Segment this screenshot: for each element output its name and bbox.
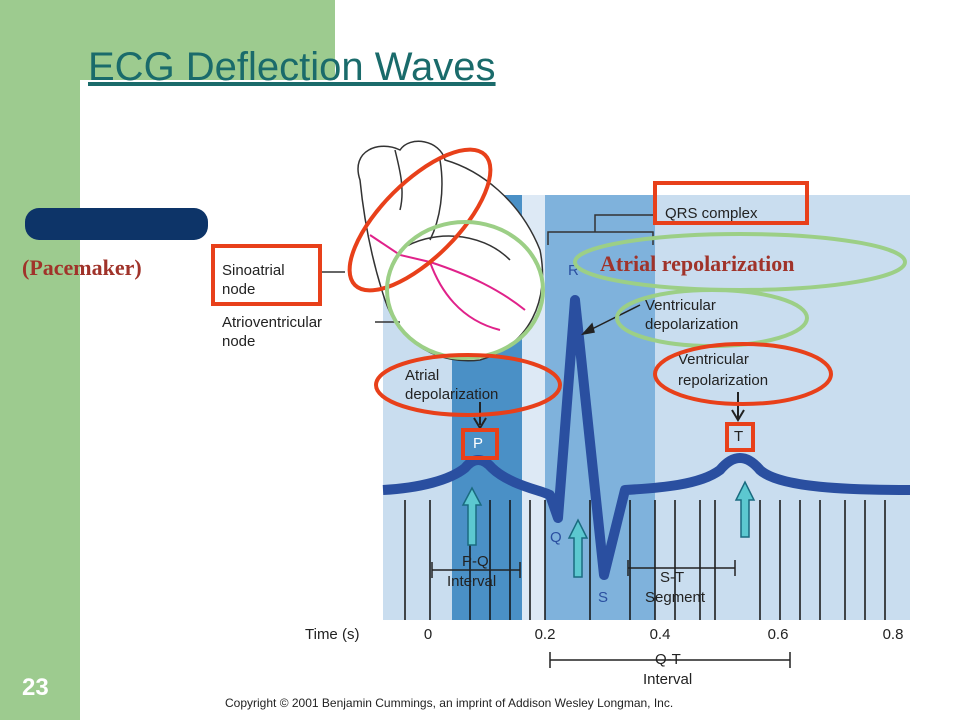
p-label: P [473,435,483,452]
time-tick-label: 0.2 [535,626,556,643]
pq-arrow [431,562,521,578]
qt-label: Q-T [655,651,681,668]
st-label: S-T [660,569,684,586]
time-tick-label: 0.8 [883,626,904,643]
slide-number: 23 [22,674,49,701]
s-label: S [598,589,608,606]
heart [357,140,544,362]
vdep-label: Ventricular [645,297,716,314]
time-axis-label: Time (s) [305,626,359,643]
r-label: R [568,262,579,279]
annotations [211,147,907,460]
time-ticks: 0 0.2 0.4 0.6 0.8 [424,626,904,643]
sa-label: node [222,281,255,298]
cyan-arrow [461,486,483,546]
qrs-box [653,181,809,225]
t-label: T [734,428,743,445]
copyright: Copyright © 2001 Benjamin Cummings, an i… [225,696,673,710]
st-label: Segment [645,589,706,606]
vrep-label: Ventricular [678,351,749,368]
slide-title: ECG Deflection Waves [88,45,496,89]
atrial-repol-label: Atrial repolarization [600,251,795,276]
sa-label: Sinoatrial [222,262,285,279]
side-band [0,0,80,720]
cyan-arrow [734,480,756,538]
q-label: Q [550,529,562,546]
av-label: node [222,333,255,350]
adep-label: depolarization [405,386,498,403]
t-box [725,422,755,452]
st-arrow [627,560,736,576]
vrep-label: repolarization [678,372,768,389]
pacemaker-label: (Pacemaker) [22,255,142,280]
heart-ellipse [385,220,545,360]
qrs-label: QRS complex [665,205,758,222]
adep-ellipse [374,353,562,417]
vrep-ellipse [653,342,833,406]
qt-label: Interval [643,671,692,688]
time-tick-label: 0.6 [768,626,789,643]
navy-bar [25,208,208,240]
sa-box [211,244,322,306]
vdep-label: depolarization [645,316,738,333]
ecg-wave [382,295,911,580]
adep-label: Atrial [405,367,439,384]
cyan-arrow [567,518,589,578]
pq-label: Interval [447,573,496,590]
p-box [461,428,499,460]
av-label: Atrioventricular [222,314,322,331]
cyan-arrows [461,480,756,578]
time-tick-label: 0.4 [650,626,671,643]
qt-arrow [549,652,791,668]
atria-ellipse [347,147,493,293]
time-tick-label: 0 [424,626,432,643]
pq-label: P-Q [462,553,489,570]
r-pointer [580,304,641,336]
top-band [0,0,335,80]
